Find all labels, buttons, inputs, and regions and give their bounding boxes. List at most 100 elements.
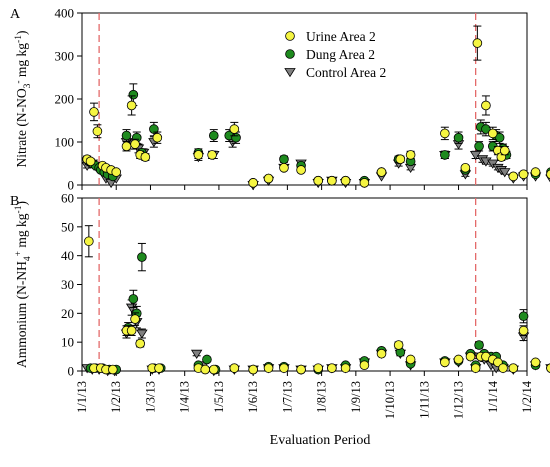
data-point — [313, 175, 323, 186]
data-point — [126, 100, 137, 111]
x-tick-label: 1/10/13 — [383, 381, 397, 419]
data-point — [327, 363, 337, 373]
data-point — [121, 141, 132, 152]
legend: Urine Area 2 Dung Area 2 Control Area 2 — [284, 29, 386, 80]
data-point — [85, 156, 96, 167]
y-axis-label-part: Ammonium (N-NH — [14, 261, 29, 368]
data-point — [487, 128, 498, 139]
x-tick-label: 1/2/14 — [520, 380, 534, 413]
data-point — [130, 139, 140, 149]
panel-label-ammonium: B — [10, 194, 19, 209]
y-tick-label-ammonium: 30 — [61, 277, 74, 292]
data-point — [279, 154, 289, 165]
legend-label: Control Area 2 — [306, 65, 386, 80]
data-point — [359, 178, 370, 188]
data-point — [453, 132, 464, 143]
y-axis-label-ammonium: Ammonium (N-NH4+ mg kg-1) — [14, 201, 33, 368]
data-point — [193, 150, 204, 160]
y-tick-label-ammonium: 0 — [68, 364, 75, 379]
x-tick-label: 1/7/13 — [280, 381, 294, 413]
data-point — [405, 150, 416, 160]
y-tick-label-nitrate: 100 — [55, 135, 75, 150]
x-tick-label: 1/4/13 — [178, 381, 192, 413]
data-point — [472, 38, 483, 48]
data-point — [111, 167, 122, 177]
plot-frame-ammonium — [81, 197, 528, 372]
data-point — [202, 354, 212, 365]
data-point — [154, 363, 164, 373]
data-point — [263, 173, 274, 184]
data-point — [279, 163, 289, 173]
data-point — [248, 178, 258, 188]
data-point — [359, 360, 370, 371]
data-point — [508, 171, 519, 182]
data-point — [248, 364, 258, 375]
y-tick-label-nitrate: 0 — [68, 178, 75, 193]
y-axis-label-part: mg kg — [14, 43, 29, 81]
x-tick-label: 1/1/14 — [486, 380, 500, 413]
data-point — [137, 252, 147, 262]
y-axis-label-part: 4 — [23, 256, 33, 261]
data-point — [229, 363, 240, 373]
data-point — [121, 130, 132, 141]
data-point — [440, 128, 450, 139]
data-point — [508, 363, 519, 373]
data-point — [460, 163, 471, 173]
data-point — [405, 354, 416, 365]
data-point — [229, 124, 240, 134]
series-urine-area-2 — [82, 25, 550, 188]
data-point — [518, 325, 529, 336]
x-tick-label: 1/3/13 — [143, 381, 157, 413]
data-point — [135, 338, 145, 349]
data-point — [465, 351, 476, 362]
series-urine-area-2 — [84, 225, 550, 375]
data-point — [296, 364, 306, 375]
data-point — [376, 348, 387, 359]
data-point — [440, 150, 450, 160]
y-axis-label-nitrate: Nitrate (N-NO3- mg kg-1) — [14, 31, 33, 168]
legend-marker — [284, 68, 296, 78]
data-point — [108, 364, 118, 375]
data-point — [136, 329, 148, 339]
data-point — [149, 124, 159, 134]
y-axis-label-part: ) — [14, 31, 29, 36]
y-tick-label-ammonium: 40 — [61, 248, 74, 263]
data-point — [92, 126, 103, 137]
y-tick-label-ammonium: 20 — [61, 306, 74, 321]
data-point — [474, 340, 484, 350]
y-axis-label-part: Nitrate (N-NO — [14, 88, 29, 167]
data-point — [499, 145, 510, 156]
data-point — [208, 364, 219, 375]
data-point — [453, 354, 464, 365]
data-point — [231, 132, 241, 143]
y-tick-label-nitrate: 300 — [55, 49, 75, 64]
data-point — [279, 363, 289, 373]
y-axis-label-part: mg kg — [14, 213, 29, 251]
data-point — [494, 132, 505, 143]
data-point — [481, 124, 491, 134]
y-axis-label-part: ) — [14, 201, 29, 206]
legend-marker — [285, 49, 295, 59]
data-point — [546, 363, 550, 373]
data-point — [440, 357, 450, 368]
data-point — [481, 100, 491, 111]
data-point — [470, 363, 481, 373]
data-point — [530, 357, 541, 368]
y-axis-label-part: -1 — [14, 205, 24, 213]
data-point — [498, 363, 508, 373]
panel-label-nitrate: A — [10, 7, 21, 22]
x-tick-label: 1/6/13 — [246, 381, 260, 413]
data-point — [474, 141, 484, 152]
data-point — [393, 340, 404, 350]
data-point — [296, 165, 306, 175]
x-tick-label: 1/9/13 — [349, 381, 363, 413]
x-tick-label: 1/5/13 — [212, 381, 226, 413]
data-point — [128, 89, 139, 100]
y-tick-label-ammonium: 60 — [61, 191, 74, 206]
data-point — [340, 363, 351, 373]
data-point — [200, 364, 211, 375]
data-point — [140, 152, 151, 162]
x-tick-label: 1/2/13 — [109, 381, 123, 413]
x-tick-label: 1/8/13 — [315, 381, 329, 413]
